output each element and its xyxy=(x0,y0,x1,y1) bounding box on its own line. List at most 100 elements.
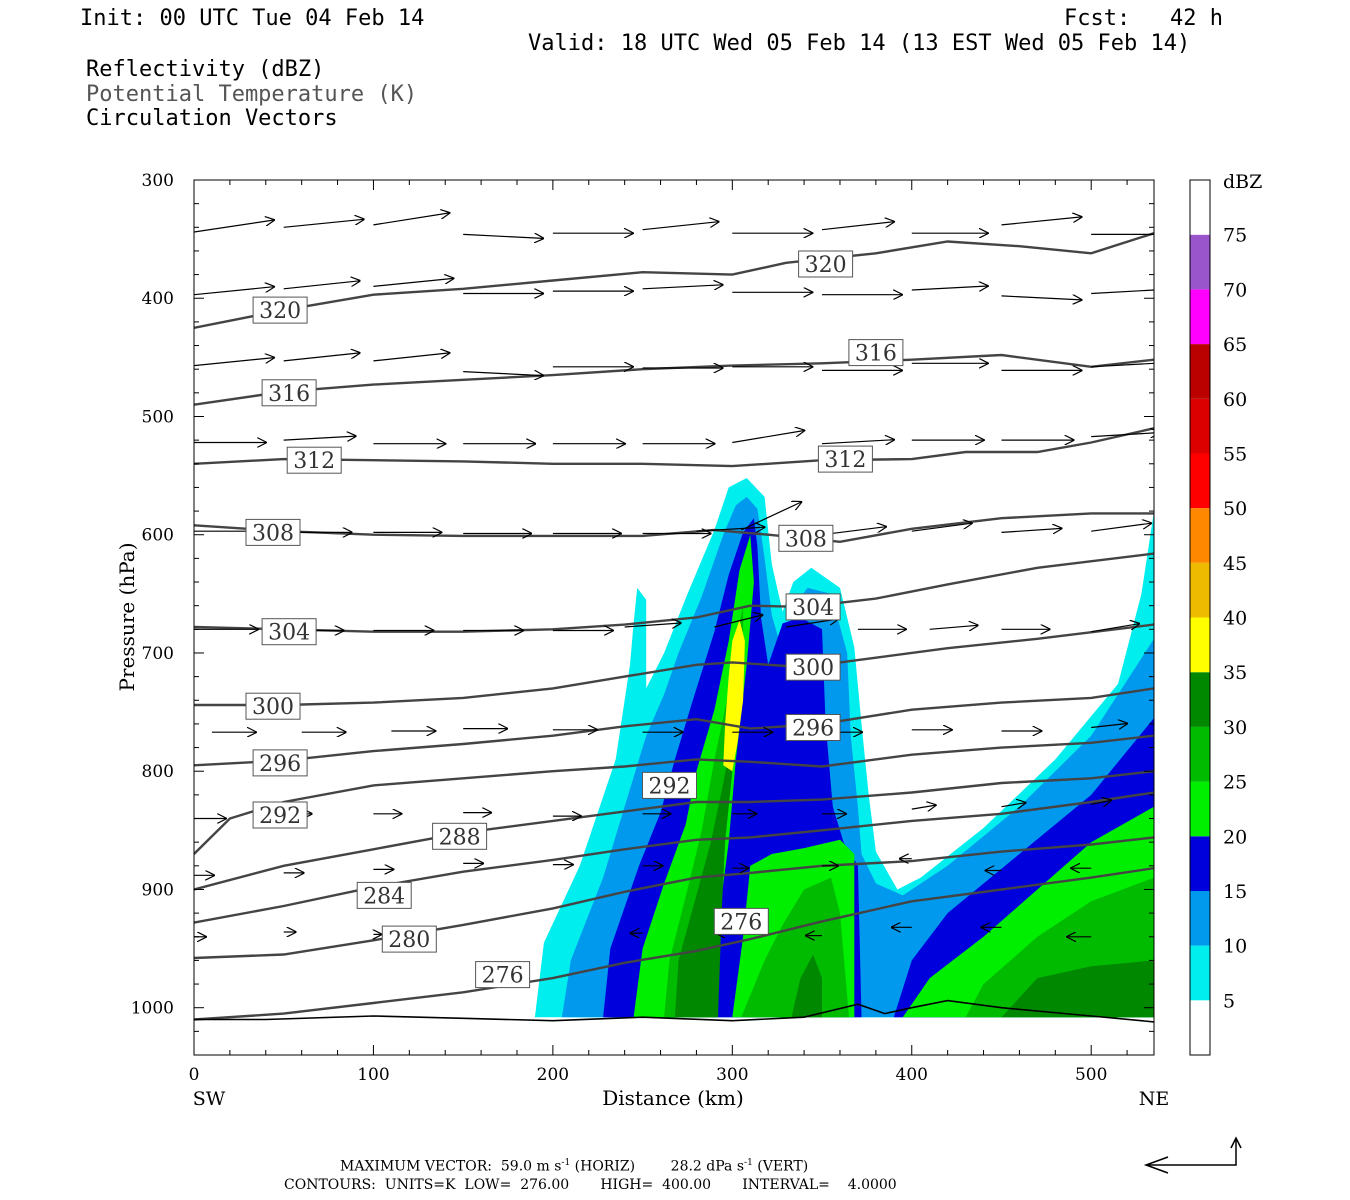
circulation-vector xyxy=(1091,800,1111,804)
max-vector-note: MAXIMUM VECTOR: 59.0 m s-1 (HORIZ) 28.2 … xyxy=(340,1158,809,1175)
theta-contour-292 xyxy=(194,734,1154,855)
theta-label-text: 320 xyxy=(805,253,847,278)
circulation-vector xyxy=(1091,363,1154,367)
colorbar-swatch xyxy=(1190,344,1210,399)
theta-label-296: 296 xyxy=(252,749,308,777)
theta-label-300: 300 xyxy=(785,653,841,681)
x-axis-title: Distance (km) xyxy=(602,1086,744,1110)
colorbar-level-label: 65 xyxy=(1223,334,1247,356)
circulation-vector xyxy=(373,278,453,287)
colorbar-level-label: 30 xyxy=(1223,717,1247,739)
theta-label-308: 308 xyxy=(245,518,301,546)
theta-contour-316 xyxy=(194,353,1154,406)
colorbar-swatch xyxy=(1190,398,1210,454)
circulation-vector xyxy=(463,234,543,238)
colorbar-level-label: 70 xyxy=(1223,279,1247,301)
circulation-vector xyxy=(194,287,274,296)
circulation-vector xyxy=(194,358,274,367)
theta-label-text: 316 xyxy=(268,382,310,407)
x-end-label-sw: SW xyxy=(193,1088,226,1110)
forecast-hour-label: Fcst: 42 h xyxy=(1064,6,1223,31)
legend-potential-temperature: Potential Temperature (K) xyxy=(86,82,418,107)
x-tick-label: 300 xyxy=(716,1065,748,1085)
x-tick-label: 500 xyxy=(1075,1065,1107,1085)
y-axis-title: Pressure (hPa) xyxy=(115,543,139,692)
x-tick-label: 0 xyxy=(189,1065,200,1085)
circulation-vector xyxy=(1001,217,1082,226)
theta-label-text: 288 xyxy=(439,825,481,850)
circulation-vector xyxy=(1001,296,1082,300)
circulation-vector xyxy=(283,219,364,228)
circulation-vector xyxy=(1091,724,1127,728)
circulation-vector xyxy=(929,625,978,629)
circulation-vector xyxy=(741,502,801,531)
circulation-vector xyxy=(1091,433,1154,437)
y-tick-label: 300 xyxy=(142,171,174,191)
circulation-vector xyxy=(821,222,894,231)
theta-label-text: 300 xyxy=(252,695,294,720)
circulation-vector xyxy=(373,353,449,362)
circulation-vector xyxy=(732,431,804,444)
theta-label-316: 316 xyxy=(848,339,904,367)
colorbar-level-label: 60 xyxy=(1223,389,1247,411)
colorbar-swatch xyxy=(1190,945,1210,1001)
x-end-label-ne: NE xyxy=(1139,1088,1170,1110)
theta-label-text: 320 xyxy=(259,299,301,324)
plot-frame xyxy=(193,179,1155,1056)
circulation-vector xyxy=(624,623,681,627)
theta-label-text: 308 xyxy=(252,521,294,546)
circulation-vector xyxy=(1091,290,1154,294)
theta-label-text: 312 xyxy=(824,448,866,473)
theta-label-292: 292 xyxy=(252,801,308,829)
y-tick-label: 400 xyxy=(142,289,174,309)
theta-label-text: 296 xyxy=(792,717,834,742)
circulation-vector xyxy=(283,281,360,290)
circulation-vector xyxy=(283,436,356,440)
colorbar-swatch xyxy=(1190,508,1210,563)
theta-label-text: 284 xyxy=(363,884,405,909)
theta-contour-308 xyxy=(194,512,1154,544)
circulation-vector xyxy=(1091,624,1139,633)
theta-label-text: 276 xyxy=(482,964,524,989)
circulation-vector xyxy=(1001,803,1026,807)
contours-note: CONTOURS: UNITS=K LOW= 276.00 HIGH= 400.… xyxy=(284,1177,897,1193)
circulation-vector xyxy=(821,440,894,444)
colorbar-frame xyxy=(1189,179,1211,1056)
colorbar-level-label: 45 xyxy=(1223,553,1247,575)
circulation-vector xyxy=(283,353,360,362)
circulation-vector xyxy=(1001,528,1062,532)
reflectivity-region-30 xyxy=(674,723,1154,1018)
theta-contour-312 xyxy=(194,427,1154,468)
colorbar-swatch xyxy=(1190,672,1210,727)
colorbar-level-label: 10 xyxy=(1223,936,1247,958)
colorbar-swatch xyxy=(1190,453,1210,509)
reflectivity-region-20 xyxy=(633,534,1154,1018)
theta-label-320: 320 xyxy=(252,296,308,324)
colorbar-swatch xyxy=(1190,1000,1210,1055)
colorbar-level-label: 20 xyxy=(1223,826,1247,848)
legend-reflectivity: Reflectivity (dBZ) xyxy=(86,57,325,82)
colorbar-level-label: 15 xyxy=(1223,881,1247,903)
circulation-vector xyxy=(696,527,764,531)
x-tick-label: 400 xyxy=(896,1065,928,1085)
theta-label-292: 292 xyxy=(642,771,697,799)
theta-label-304: 304 xyxy=(261,618,317,646)
reflectivity-region-35 xyxy=(723,619,745,772)
y-tick-label: 900 xyxy=(142,880,174,900)
theta-label-320: 320 xyxy=(798,250,854,278)
theta-label-276: 276 xyxy=(713,907,769,935)
colorbar-swatch xyxy=(1190,234,1210,290)
theta-label-284: 284 xyxy=(356,881,412,909)
theta-label-316: 316 xyxy=(261,379,317,407)
colorbar-swatch xyxy=(1190,289,1210,345)
theta-label-280: 280 xyxy=(381,925,437,953)
theta-label-text: 316 xyxy=(855,342,897,367)
theta-label-text: 280 xyxy=(388,928,430,953)
circulation-vector xyxy=(463,372,543,376)
colorbar-level-label: 75 xyxy=(1223,225,1247,247)
colorbar-swatch xyxy=(1190,180,1210,235)
theta-label-text: 296 xyxy=(259,752,301,777)
circulation-vector xyxy=(194,220,274,233)
y-tick-label: 700 xyxy=(142,644,174,664)
